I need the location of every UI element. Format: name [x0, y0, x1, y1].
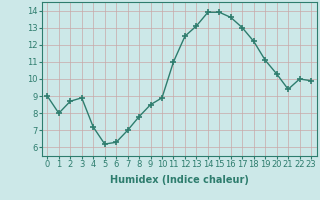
X-axis label: Humidex (Indice chaleur): Humidex (Indice chaleur) [110, 175, 249, 185]
